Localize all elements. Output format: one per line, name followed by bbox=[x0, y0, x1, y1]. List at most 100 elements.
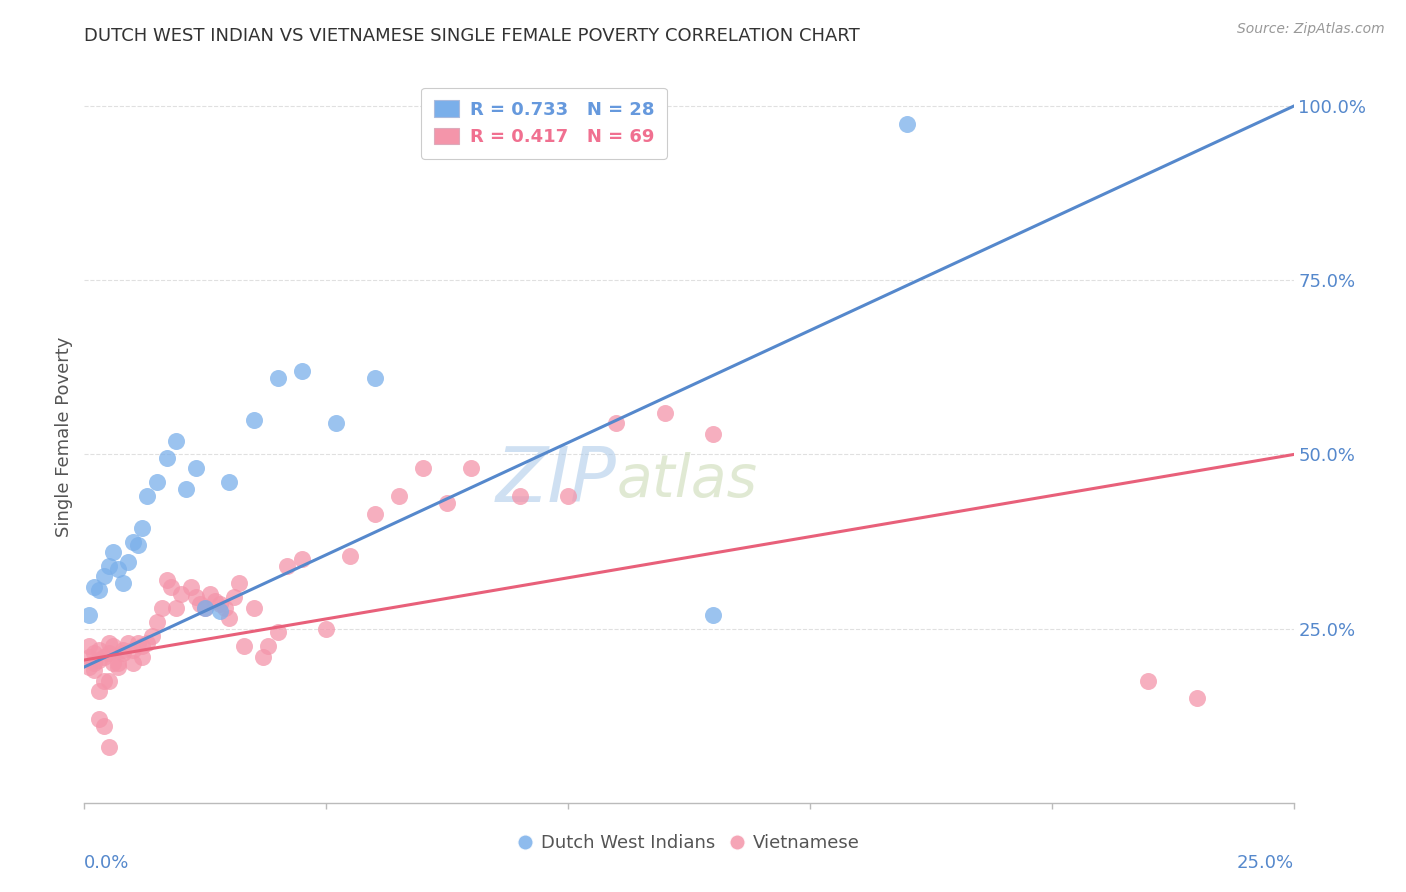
Point bbox=[170, 587, 193, 601]
Point bbox=[194, 600, 217, 615]
Point bbox=[112, 642, 135, 657]
Point bbox=[77, 649, 100, 664]
Point bbox=[436, 496, 458, 510]
Point bbox=[121, 534, 143, 549]
Point bbox=[224, 591, 246, 605]
Point bbox=[97, 740, 120, 755]
Point bbox=[214, 600, 236, 615]
Point bbox=[97, 635, 120, 649]
Point bbox=[184, 591, 207, 605]
Point bbox=[155, 450, 177, 465]
Point bbox=[204, 594, 226, 608]
Point bbox=[107, 562, 129, 576]
Point bbox=[291, 364, 314, 378]
Point bbox=[228, 576, 250, 591]
Text: atlas: atlas bbox=[616, 452, 758, 509]
Point bbox=[155, 573, 177, 587]
Point bbox=[460, 461, 482, 475]
Point bbox=[509, 489, 531, 503]
Point bbox=[117, 635, 139, 649]
Point bbox=[97, 646, 120, 660]
Point bbox=[112, 646, 135, 660]
Point bbox=[896, 117, 918, 131]
Point bbox=[83, 580, 105, 594]
Point bbox=[77, 639, 100, 653]
Point bbox=[87, 583, 110, 598]
Point bbox=[83, 646, 105, 660]
Point bbox=[218, 611, 240, 625]
Point bbox=[233, 639, 256, 653]
Point bbox=[242, 412, 264, 426]
Point bbox=[107, 660, 129, 674]
Point bbox=[257, 639, 280, 653]
Point bbox=[131, 521, 153, 535]
Point bbox=[146, 475, 169, 490]
Point bbox=[136, 635, 159, 649]
Point bbox=[117, 556, 139, 570]
Point bbox=[103, 639, 125, 653]
Point bbox=[363, 371, 385, 385]
Point bbox=[97, 558, 120, 573]
Point bbox=[702, 607, 724, 622]
Point bbox=[1185, 691, 1208, 706]
Point bbox=[97, 673, 120, 688]
Point bbox=[654, 406, 676, 420]
Text: 25.0%: 25.0% bbox=[1236, 854, 1294, 872]
Point bbox=[146, 615, 169, 629]
Point bbox=[83, 664, 105, 678]
Point bbox=[121, 657, 143, 671]
Point bbox=[87, 642, 110, 657]
Point bbox=[184, 461, 207, 475]
Point bbox=[136, 489, 159, 503]
Point bbox=[112, 576, 135, 591]
Point bbox=[103, 545, 125, 559]
Point bbox=[180, 580, 202, 594]
Point bbox=[77, 607, 100, 622]
Point bbox=[208, 597, 231, 611]
Point bbox=[252, 649, 274, 664]
Point bbox=[160, 580, 183, 594]
Point bbox=[174, 483, 197, 497]
Point bbox=[325, 416, 347, 430]
Point bbox=[412, 461, 434, 475]
Point bbox=[77, 660, 100, 674]
Point bbox=[291, 552, 314, 566]
Point bbox=[242, 600, 264, 615]
Point bbox=[107, 657, 129, 671]
Point bbox=[121, 642, 143, 657]
Point bbox=[363, 507, 385, 521]
Point bbox=[1137, 673, 1160, 688]
Point bbox=[218, 475, 240, 490]
Text: DUTCH WEST INDIAN VS VIETNAMESE SINGLE FEMALE POVERTY CORRELATION CHART: DUTCH WEST INDIAN VS VIETNAMESE SINGLE F… bbox=[84, 27, 860, 45]
Point bbox=[605, 416, 627, 430]
Point bbox=[388, 489, 411, 503]
Text: Source: ZipAtlas.com: Source: ZipAtlas.com bbox=[1237, 22, 1385, 37]
Point bbox=[87, 712, 110, 726]
Point bbox=[702, 426, 724, 441]
Text: ZIP: ZIP bbox=[495, 444, 616, 518]
Point bbox=[276, 558, 298, 573]
Point bbox=[87, 653, 110, 667]
Point bbox=[127, 635, 149, 649]
Point bbox=[93, 649, 115, 664]
Point bbox=[93, 673, 115, 688]
Point bbox=[557, 489, 579, 503]
Point bbox=[87, 684, 110, 698]
Point bbox=[83, 657, 105, 671]
Point bbox=[165, 434, 187, 448]
Point bbox=[131, 649, 153, 664]
Point bbox=[339, 549, 361, 563]
Point bbox=[131, 639, 153, 653]
Point bbox=[103, 657, 125, 671]
Point bbox=[315, 622, 337, 636]
Point bbox=[267, 625, 290, 640]
Point bbox=[127, 538, 149, 552]
Point bbox=[165, 600, 187, 615]
Point bbox=[267, 371, 290, 385]
Point bbox=[208, 604, 231, 618]
Point bbox=[190, 597, 212, 611]
Text: 0.0%: 0.0% bbox=[84, 854, 129, 872]
Point bbox=[198, 587, 221, 601]
Point bbox=[141, 629, 163, 643]
Point bbox=[194, 600, 217, 615]
